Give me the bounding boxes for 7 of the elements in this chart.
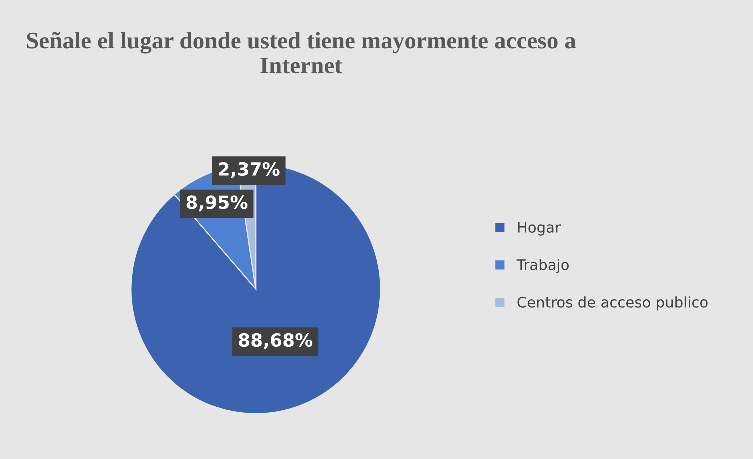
data-label: 8,95% <box>186 196 248 212</box>
data-label: 2,37% <box>219 162 280 178</box>
legend-label: Hogar <box>518 222 561 236</box>
legend-label: Trabajo <box>516 259 569 274</box>
chart-title: Señale el lugar donde usted tiene mayormente acceso a Internet <box>27 32 576 74</box>
data-label: 88,68% <box>239 333 313 350</box>
legend-label: Centros de acceso publico <box>518 296 708 311</box>
